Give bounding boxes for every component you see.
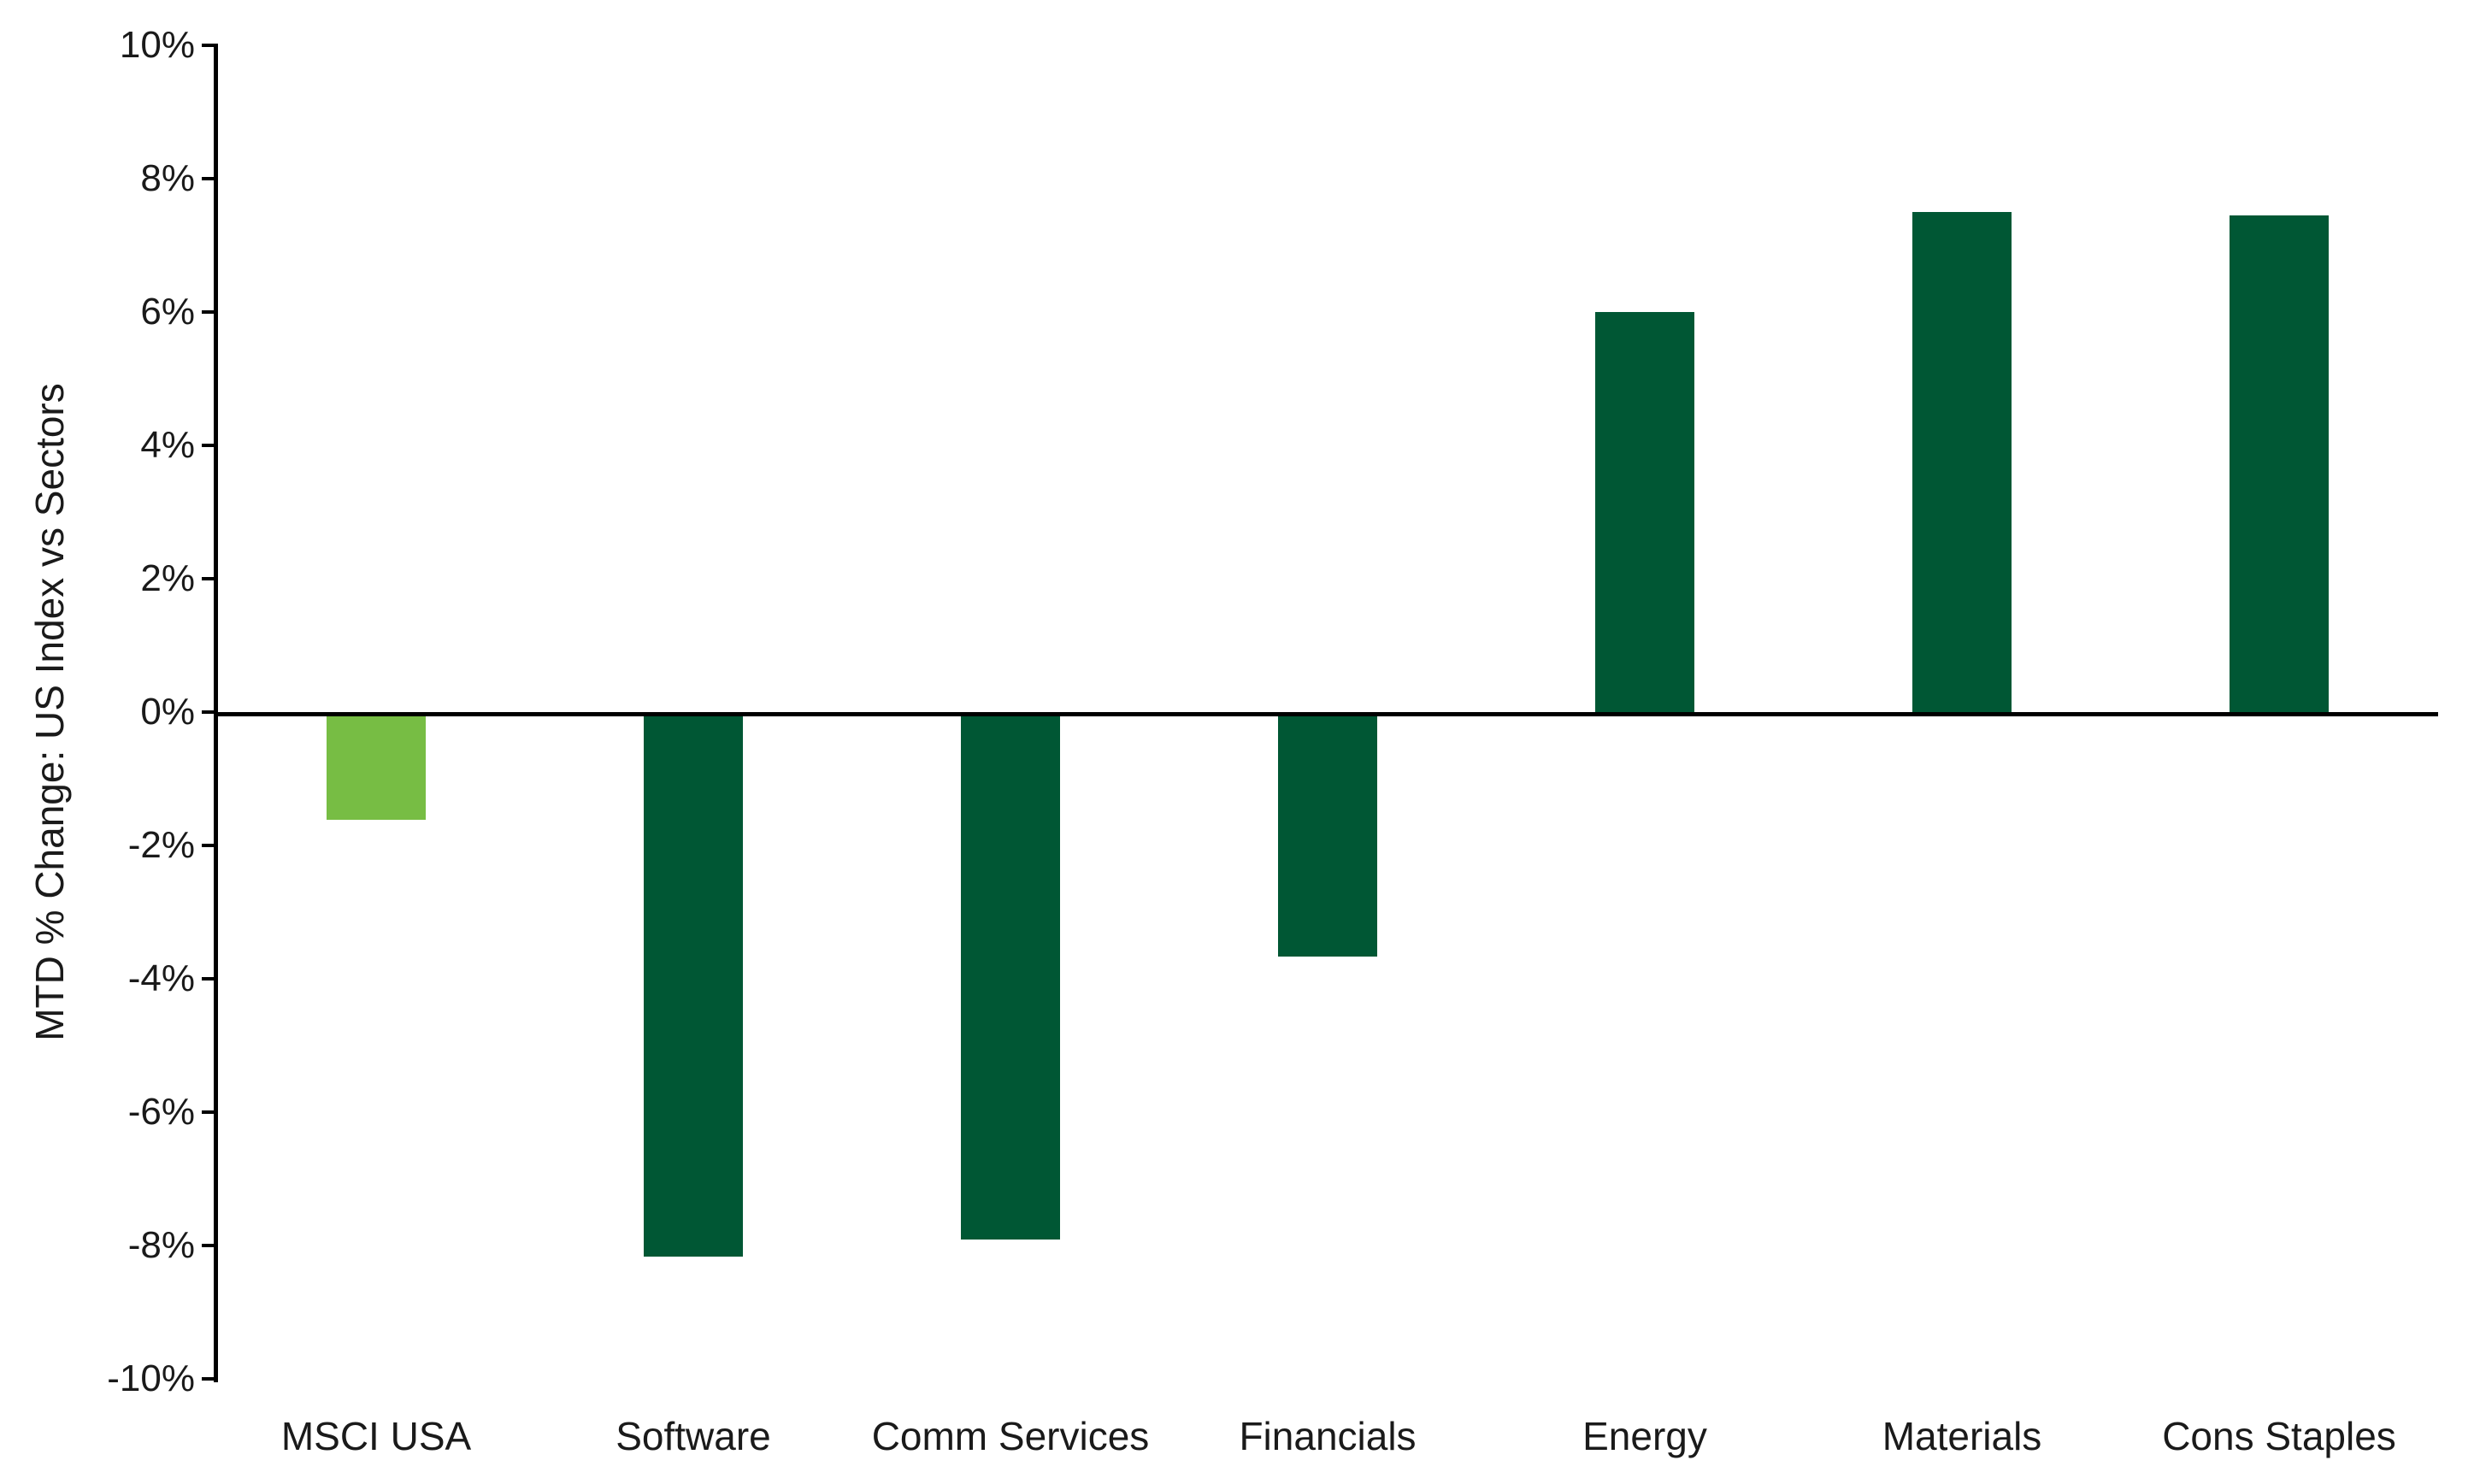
x-axis-label-software: Software [616, 1414, 771, 1458]
y-axis-tick-label: 4% [140, 424, 195, 466]
bar-software [644, 716, 743, 1257]
y-axis-tick-label: 8% [140, 157, 195, 199]
bar-materials [1912, 212, 2012, 712]
y-axis-tick [202, 44, 215, 47]
y-axis-tick-label: -2% [127, 824, 195, 866]
y-axis-tick-label: 6% [140, 291, 195, 333]
zero-line [215, 712, 2438, 716]
y-axis-tick [202, 710, 215, 714]
y-axis-tick [202, 577, 215, 580]
bar-comm-services [961, 716, 1060, 1240]
bar-msci-usa [327, 716, 426, 820]
x-axis-label-energy: Energy [1582, 1414, 1707, 1458]
bar-financials [1278, 716, 1377, 957]
y-axis-tick [202, 1377, 215, 1381]
x-axis-label-comm-services: Comm Services [871, 1414, 1150, 1458]
bar-cons-staples [2230, 215, 2329, 712]
bar-energy [1595, 312, 1694, 712]
y-axis-tick-label: -6% [127, 1091, 195, 1133]
y-axis-tick [202, 977, 215, 980]
y-axis-tick-label: -10% [107, 1357, 195, 1399]
y-axis-tick-label: 10% [119, 24, 195, 66]
y-axis-tick [202, 444, 215, 447]
y-axis-tick-label: -4% [127, 957, 195, 999]
y-axis-tick-label: 0% [140, 691, 195, 733]
y-axis-tick-label: -8% [127, 1224, 195, 1266]
y-axis-tick [202, 1244, 215, 1247]
y-axis-tick [202, 1110, 215, 1114]
y-axis-tick-label: 2% [140, 557, 195, 599]
x-axis-label-materials: Materials [1882, 1414, 2042, 1458]
y-axis-tick [202, 177, 215, 180]
x-axis-label-msci-usa: MSCI USA [280, 1414, 472, 1458]
x-axis-label-cons-staples: Cons Staples [2162, 1414, 2396, 1458]
x-axis-label-financials: Financials [1239, 1414, 1417, 1458]
y-axis-tick [202, 310, 215, 314]
y-axis-tick [202, 844, 215, 847]
